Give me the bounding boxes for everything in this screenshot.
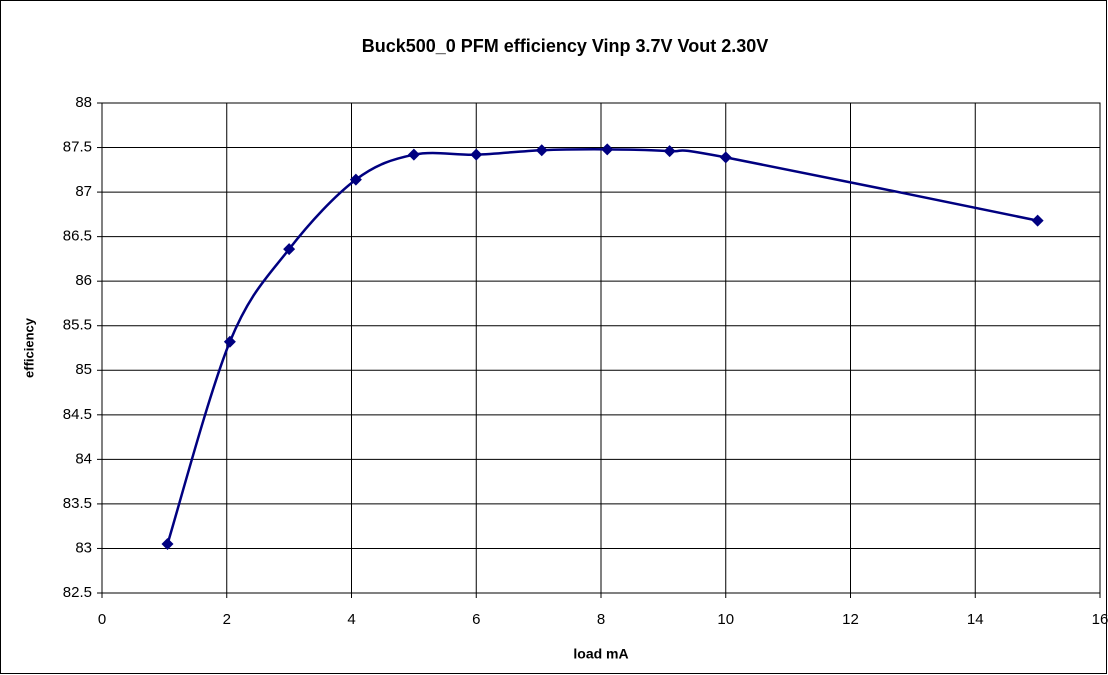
data-marker bbox=[719, 151, 732, 164]
x-axis-label: load mA bbox=[573, 646, 628, 662]
y-tick-label: 85 bbox=[75, 361, 92, 378]
y-tick-label: 87 bbox=[75, 183, 92, 200]
y-tick-label: 88 bbox=[75, 94, 92, 111]
data-marker bbox=[470, 148, 483, 161]
chart-title: Buck500_0 PFM efficiency Vinp 3.7V Vout … bbox=[362, 36, 769, 56]
y-tick-label: 82.5 bbox=[63, 584, 92, 601]
data-marker bbox=[663, 145, 676, 158]
x-tick-label: 16 bbox=[1092, 611, 1108, 628]
x-tick-label: 8 bbox=[597, 611, 605, 628]
data-marker bbox=[283, 243, 296, 256]
y-tick-label: 84.5 bbox=[63, 406, 92, 423]
data-marker bbox=[161, 538, 174, 550]
y-tick-label: 84 bbox=[75, 450, 92, 467]
data-marker bbox=[535, 144, 548, 157]
x-tick-label: 12 bbox=[842, 611, 859, 628]
data-marker bbox=[349, 173, 362, 186]
x-tick-label: 10 bbox=[717, 611, 734, 628]
data-marker bbox=[1031, 214, 1044, 227]
y-tick-label: 86.5 bbox=[63, 228, 92, 245]
data-marker bbox=[601, 143, 614, 156]
y-tick-label: 83.5 bbox=[63, 495, 92, 512]
x-tick-label: 6 bbox=[472, 611, 480, 628]
x-tick-label: 2 bbox=[223, 611, 231, 628]
y-tick-label: 87.5 bbox=[63, 139, 92, 156]
y-axis-label: efficiency bbox=[21, 317, 36, 378]
x-tick-label: 0 bbox=[98, 611, 106, 628]
data-marker bbox=[407, 148, 420, 161]
y-tick-label: 86 bbox=[75, 272, 92, 289]
data-marker bbox=[223, 335, 236, 348]
x-tick-label: 14 bbox=[967, 611, 984, 628]
y-tick-label: 83 bbox=[75, 539, 92, 556]
x-tick-label: 4 bbox=[347, 611, 355, 628]
y-tick-label: 85.5 bbox=[63, 317, 92, 334]
